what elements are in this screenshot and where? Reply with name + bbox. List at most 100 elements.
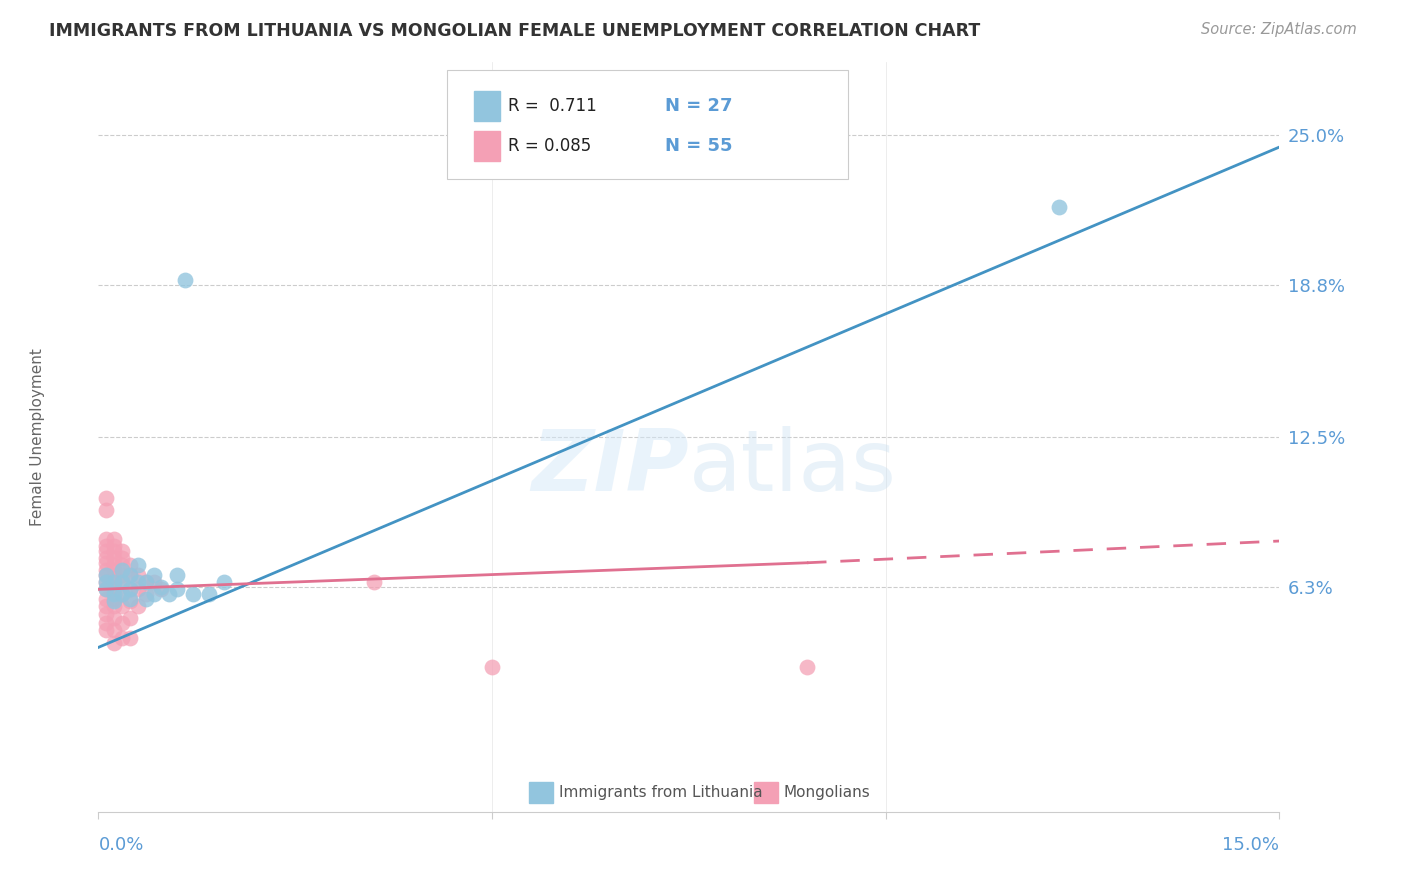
Point xyxy=(135,575,157,590)
Point xyxy=(96,491,118,505)
Point xyxy=(96,532,118,546)
Bar xyxy=(530,781,553,803)
Text: Immigrants from Lithuania: Immigrants from Lithuania xyxy=(560,785,762,800)
Point xyxy=(111,587,134,601)
Point xyxy=(96,550,118,565)
Point xyxy=(96,575,118,590)
Point xyxy=(118,567,141,582)
Point xyxy=(1047,201,1070,215)
Point xyxy=(96,624,118,638)
Text: Female Unemployment: Female Unemployment xyxy=(31,348,45,526)
Point xyxy=(181,587,204,601)
Point xyxy=(111,550,134,565)
Point xyxy=(111,575,134,590)
Point xyxy=(103,624,125,638)
Point xyxy=(118,582,141,597)
Point xyxy=(96,502,118,516)
Point xyxy=(127,567,149,582)
Point xyxy=(96,539,118,553)
Point xyxy=(96,556,118,570)
Point xyxy=(118,567,141,582)
Point xyxy=(135,575,157,590)
Point xyxy=(103,635,125,649)
Point xyxy=(111,631,134,645)
Point xyxy=(103,575,125,590)
Text: ZIP: ZIP xyxy=(531,425,689,508)
Point xyxy=(118,631,141,645)
Point xyxy=(111,599,134,614)
Point xyxy=(118,611,141,625)
Point xyxy=(103,543,125,558)
Point xyxy=(150,580,173,594)
Point xyxy=(96,607,118,621)
Point xyxy=(103,558,125,573)
Point xyxy=(127,558,149,573)
Point xyxy=(142,567,165,582)
Point xyxy=(103,539,125,553)
Point xyxy=(157,587,180,601)
Text: atlas: atlas xyxy=(689,425,897,508)
Point xyxy=(96,575,118,590)
Bar xyxy=(474,131,501,161)
Point xyxy=(103,567,125,582)
Point xyxy=(96,543,118,558)
Point xyxy=(96,563,118,577)
Point xyxy=(96,616,118,631)
Point xyxy=(796,659,818,673)
Point xyxy=(118,592,141,607)
Bar xyxy=(474,91,501,121)
Point xyxy=(96,592,118,607)
Text: R = 0.085: R = 0.085 xyxy=(508,137,592,155)
Point xyxy=(118,582,141,597)
Point xyxy=(103,587,125,601)
Point xyxy=(103,611,125,625)
Point xyxy=(127,575,149,590)
Point xyxy=(103,550,125,565)
Point xyxy=(174,273,197,287)
Text: 15.0%: 15.0% xyxy=(1222,836,1279,854)
Point xyxy=(111,567,134,582)
Point xyxy=(103,594,125,608)
FancyBboxPatch shape xyxy=(447,70,848,178)
Point xyxy=(111,563,134,577)
Point xyxy=(214,575,236,590)
Bar xyxy=(754,781,778,803)
Point xyxy=(103,532,125,546)
Text: IMMIGRANTS FROM LITHUANIA VS MONGOLIAN FEMALE UNEMPLOYMENT CORRELATION CHART: IMMIGRANTS FROM LITHUANIA VS MONGOLIAN F… xyxy=(49,22,980,40)
Point xyxy=(135,592,157,607)
Text: N = 27: N = 27 xyxy=(665,97,733,115)
Point xyxy=(150,582,173,597)
Point xyxy=(96,582,118,597)
Point xyxy=(135,587,157,601)
Text: 0.0%: 0.0% xyxy=(98,836,143,854)
Point xyxy=(166,567,188,582)
Point xyxy=(118,558,141,573)
Point xyxy=(96,599,118,614)
Point xyxy=(118,594,141,608)
Point xyxy=(111,587,134,601)
Point xyxy=(127,582,149,597)
Point xyxy=(111,616,134,631)
Point xyxy=(96,567,118,582)
Point xyxy=(103,575,125,590)
Point xyxy=(103,563,125,577)
Point xyxy=(127,599,149,614)
Text: Source: ZipAtlas.com: Source: ZipAtlas.com xyxy=(1201,22,1357,37)
Point xyxy=(142,587,165,601)
Point xyxy=(166,582,188,597)
Point xyxy=(111,558,134,573)
Point xyxy=(363,575,385,590)
Point xyxy=(96,582,118,597)
Point xyxy=(197,587,219,601)
Point xyxy=(96,567,118,582)
Point xyxy=(111,543,134,558)
Point xyxy=(111,575,134,590)
Text: Mongolians: Mongolians xyxy=(783,785,870,800)
Point xyxy=(103,599,125,614)
Point xyxy=(142,575,165,590)
Point xyxy=(103,582,125,597)
Point xyxy=(481,659,503,673)
Text: R =  0.711: R = 0.711 xyxy=(508,97,598,115)
Text: N = 55: N = 55 xyxy=(665,137,733,155)
Point xyxy=(103,592,125,607)
